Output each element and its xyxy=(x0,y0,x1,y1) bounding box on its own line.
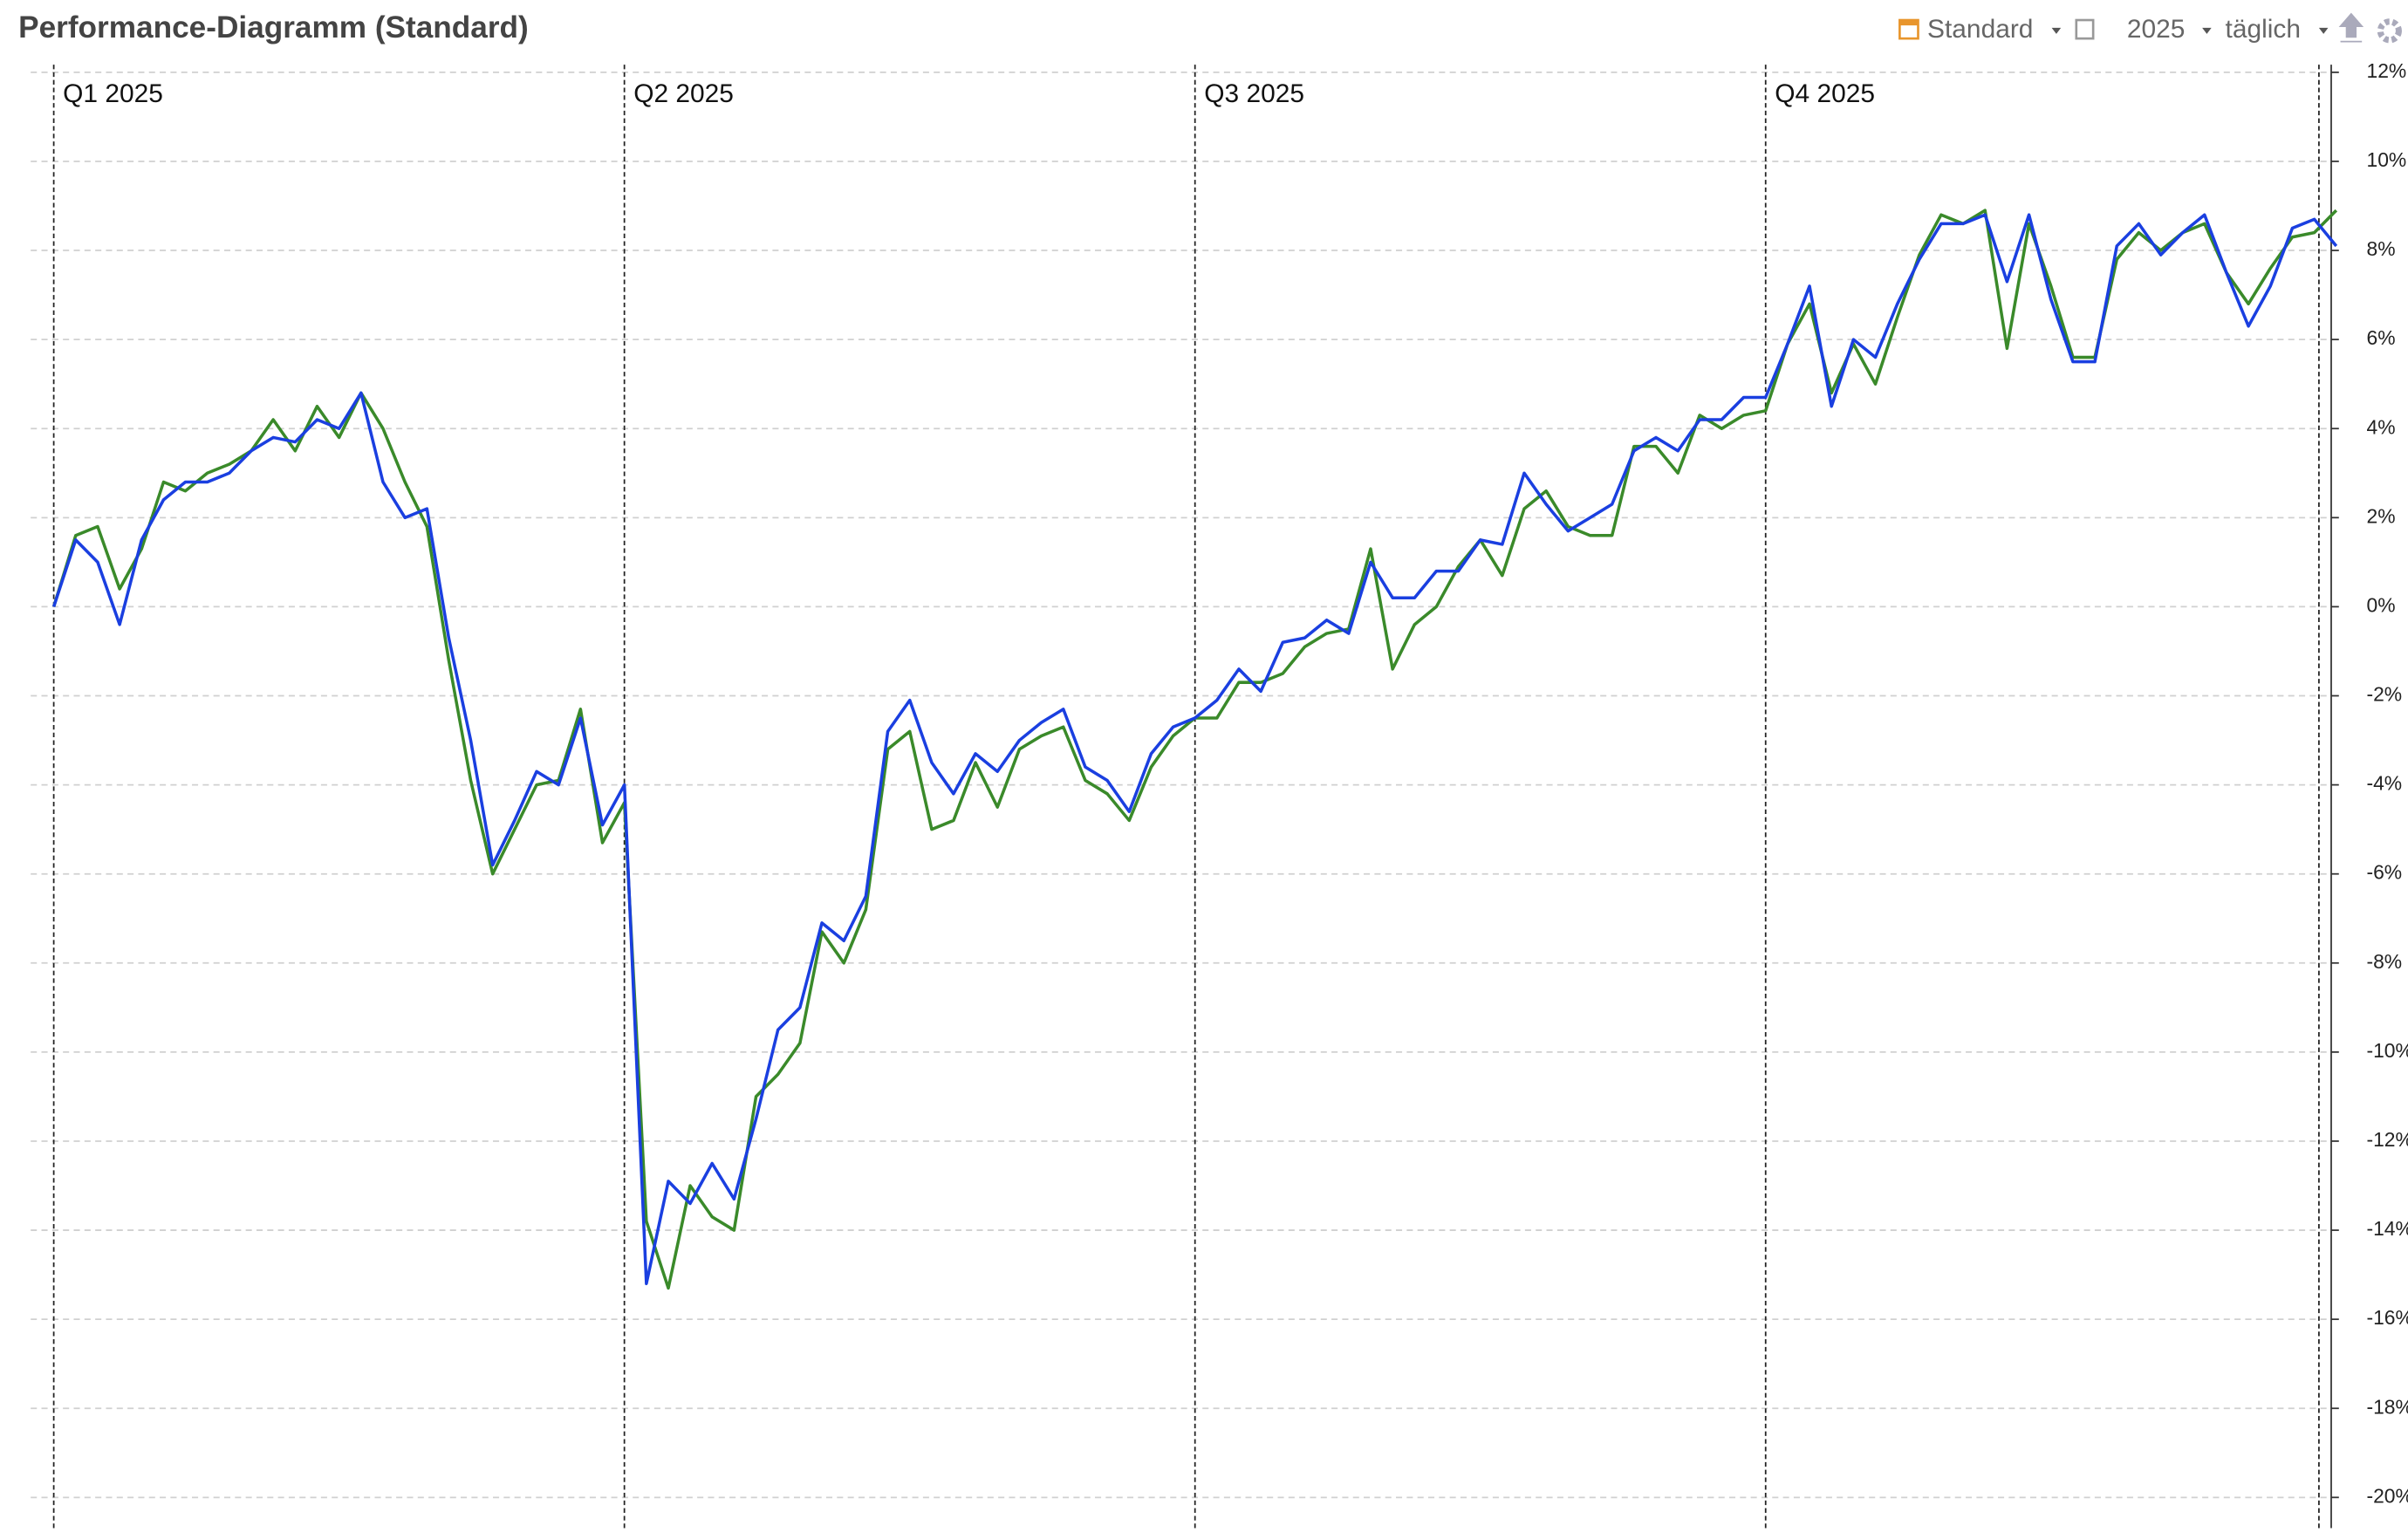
y-tick-label: 8% xyxy=(2366,237,2395,260)
y-tick-label: 4% xyxy=(2366,415,2395,438)
calendar-icon[interactable] xyxy=(1898,18,1919,40)
y-tick-label: -2% xyxy=(2366,683,2402,706)
dropdown-arrow xyxy=(2318,27,2329,34)
quarter-label: Q1 2025 xyxy=(63,79,163,108)
y-tick-label: -20% xyxy=(2366,1484,2408,1507)
dropdown-arrow xyxy=(2051,27,2062,34)
y-tick-label: -14% xyxy=(2366,1217,2408,1240)
y-tick-label: -6% xyxy=(2366,861,2402,884)
y-tick-label: 10% xyxy=(2366,148,2406,171)
quarter-label: Q2 2025 xyxy=(633,79,734,108)
y-tick-label: 12% xyxy=(2366,59,2406,82)
settings-icon[interactable] xyxy=(2377,18,2402,44)
y-tick-label: 2% xyxy=(2366,504,2395,527)
dropdown-arrow xyxy=(2202,27,2212,34)
y-tick-label: 6% xyxy=(2366,326,2395,349)
toolbar-interval[interactable]: täglich xyxy=(2226,15,2301,44)
y-tick-label: -8% xyxy=(2366,950,2402,973)
y-tick-label: -10% xyxy=(2366,1039,2408,1062)
quarter-label: Q4 2025 xyxy=(1775,79,1875,108)
y-tick-label: -12% xyxy=(2366,1128,2408,1151)
toolbar-standard[interactable]: Standard xyxy=(1927,15,2033,44)
y-tick-label: 0% xyxy=(2366,593,2395,616)
y-tick-label: -18% xyxy=(2366,1395,2408,1418)
quarter-label: Q3 2025 xyxy=(1204,79,1304,108)
chart-title: Performance-Diagramm (Standard) xyxy=(18,10,529,44)
compare-icon[interactable] xyxy=(2075,18,2095,40)
toolbar-year[interactable]: 2025 xyxy=(2127,15,2186,44)
export-icon[interactable] xyxy=(2338,12,2364,43)
y-tick-label: -16% xyxy=(2366,1306,2408,1329)
series-line xyxy=(51,213,2338,1286)
y-tick-label: -4% xyxy=(2366,772,2402,795)
